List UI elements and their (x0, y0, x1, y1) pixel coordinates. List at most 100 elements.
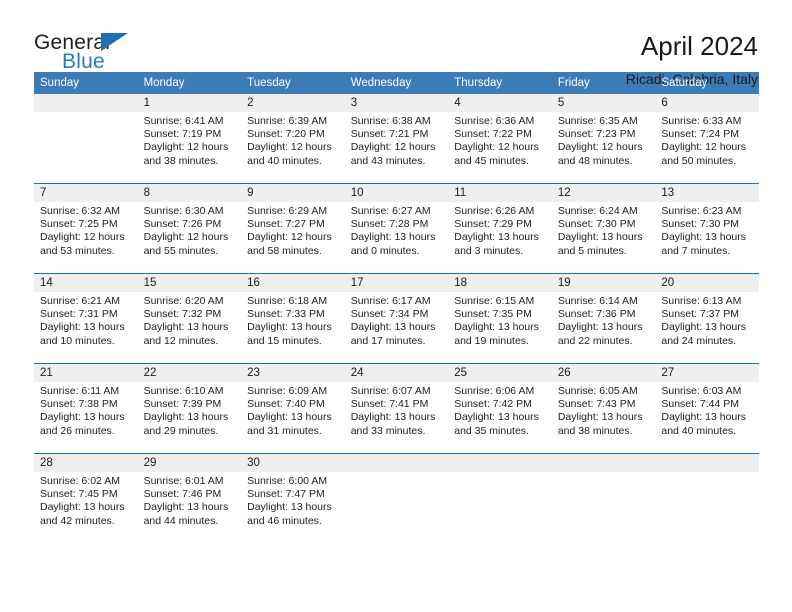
day-cell[interactable]: Sunrise: 6:20 AM Sunset: 7:32 PM Daylight:… (137, 292, 242, 364)
day-number[interactable]: 28 (34, 453, 138, 472)
day-number[interactable]: 10 (344, 183, 449, 202)
day-number[interactable]: 5 (551, 94, 656, 112)
day-cell[interactable]: Sunrise: 6:10 AM Sunset: 7:39 PM Daylight:… (137, 382, 242, 454)
daylight-text-cont: and 43 minutes. (350, 154, 426, 167)
day-number[interactable]: 6 (655, 94, 759, 112)
day-cell[interactable]: Sunrise: 6:23 AM Sunset: 7:30 PM Daylight:… (655, 202, 759, 274)
week-daynumber-row: 28 29 30 (34, 453, 759, 472)
day-cell[interactable]: Sunrise: 6:11 AM Sunset: 7:38 PM Daylight:… (34, 382, 138, 454)
sunrise-text: Sunrise: 6:29 AM (247, 205, 328, 217)
logo-text-general: General (34, 31, 111, 54)
day-cell[interactable]: Sunrise: 6:27 AM Sunset: 7:28 PM Daylight:… (344, 202, 449, 274)
day-number-empty (551, 453, 656, 472)
day-cell[interactable]: Sunrise: 6:13 AM Sunset: 7:37 PM Daylight:… (655, 292, 759, 364)
day-cell[interactable]: Sunrise: 6:39 AM Sunset: 7:20 PM Daylight:… (241, 112, 345, 184)
day-number[interactable]: 9 (241, 183, 345, 202)
day-number[interactable]: 20 (655, 273, 759, 292)
daylight-text-cont: and 38 minutes. (143, 154, 219, 167)
sunset-text: Sunset: 7:29 PM (454, 218, 532, 231)
day-cell[interactable]: Sunrise: 6:01 AM Sunset: 7:46 PM Daylight:… (137, 472, 242, 543)
day-number[interactable]: 30 (241, 453, 345, 472)
day-number[interactable]: 16 (241, 273, 345, 292)
day-cell-empty (34, 112, 138, 184)
day-cell[interactable]: Sunrise: 6:36 AM Sunset: 7:22 PM Daylight:… (448, 112, 552, 184)
day-number[interactable]: 23 (241, 363, 345, 382)
daylight-text: Daylight: 12 hours (143, 231, 229, 244)
day-cell[interactable]: Sunrise: 6:26 AM Sunset: 7:29 PM Daylight:… (448, 202, 552, 274)
day-number[interactable]: 19 (551, 273, 656, 292)
day-cell[interactable]: Sunrise: 6:35 AM Sunset: 7:23 PM Daylight:… (551, 112, 656, 184)
day-number[interactable]: 14 (34, 273, 138, 292)
day-number[interactable]: 13 (655, 183, 759, 202)
sunrise-text: Sunrise: 6:02 AM (40, 475, 120, 487)
day-number[interactable]: 24 (344, 363, 449, 382)
daylight-text-cont: and 24 minutes. (661, 334, 737, 347)
day-cell[interactable]: Sunrise: 6:02 AM Sunset: 7:45 PM Daylight:… (34, 472, 138, 543)
day-cell[interactable]: Sunrise: 6:05 AM Sunset: 7:43 PM Daylight:… (551, 382, 656, 454)
day-number[interactable]: 12 (551, 183, 656, 202)
day-cell[interactable]: Sunrise: 6:29 AM Sunset: 7:27 PM Daylight:… (241, 202, 345, 274)
sunrise-text: Sunrise: 6:21 AM (40, 295, 120, 307)
sunrise-text: Sunrise: 6:14 AM (557, 295, 638, 307)
sunrise-text: Sunrise: 6:10 AM (143, 385, 224, 397)
daylight-text: Daylight: 13 hours (454, 411, 539, 424)
day-cell[interactable]: Sunrise: 6:17 AM Sunset: 7:34 PM Daylight:… (344, 292, 449, 364)
day-cell[interactable]: Sunrise: 6:06 AM Sunset: 7:42 PM Daylight:… (448, 382, 552, 454)
daylight-text-cont: and 12 minutes. (143, 334, 219, 347)
day-number[interactable]: 8 (137, 183, 242, 202)
day-cell[interactable]: Sunrise: 6:30 AM Sunset: 7:26 PM Daylight:… (137, 202, 242, 274)
weekday-header-monday: Monday (137, 72, 242, 94)
day-number[interactable]: 1 (137, 94, 242, 112)
day-number[interactable]: 29 (137, 453, 242, 472)
day-cell[interactable]: Sunrise: 6:21 AM Sunset: 7:31 PM Daylight:… (34, 292, 138, 364)
day-number[interactable]: 25 (448, 363, 552, 382)
day-cell[interactable]: Sunrise: 6:00 AM Sunset: 7:47 PM Daylight:… (241, 472, 345, 543)
daylight-text-cont: and 5 minutes. (557, 244, 627, 257)
day-cell[interactable]: Sunrise: 6:14 AM Sunset: 7:36 PM Daylight:… (551, 292, 656, 364)
day-cell[interactable]: Sunrise: 6:18 AM Sunset: 7:33 PM Daylight:… (241, 292, 345, 364)
day-number[interactable]: 17 (344, 273, 449, 292)
daylight-text: Daylight: 13 hours (247, 321, 332, 334)
day-number[interactable]: 4 (448, 94, 552, 112)
day-number[interactable]: 26 (551, 363, 656, 382)
day-cell[interactable]: Sunrise: 6:07 AM Sunset: 7:41 PM Daylight:… (344, 382, 449, 454)
daylight-text: Daylight: 13 hours (143, 411, 229, 424)
sunset-text: Sunset: 7:46 PM (143, 488, 222, 501)
daylight-text-cont: and 44 minutes. (143, 514, 219, 527)
sunset-text: Sunset: 7:22 PM (454, 128, 532, 141)
day-cell[interactable]: Sunrise: 6:38 AM Sunset: 7:21 PM Daylight:… (344, 112, 449, 184)
sunrise-text: Sunrise: 6:23 AM (661, 205, 742, 217)
sunset-text: Sunset: 7:34 PM (350, 308, 429, 321)
day-number[interactable]: 15 (137, 273, 242, 292)
sunset-text: Sunset: 7:20 PM (247, 128, 325, 141)
day-cell[interactable]: Sunrise: 6:41 AM Sunset: 7:19 PM Daylight:… (137, 112, 242, 184)
day-number[interactable]: 3 (344, 94, 449, 112)
daylight-text: Daylight: 13 hours (661, 411, 747, 424)
day-cell[interactable]: Sunrise: 6:24 AM Sunset: 7:30 PM Daylight:… (551, 202, 656, 274)
day-cell[interactable]: Sunrise: 6:09 AM Sunset: 7:40 PM Daylight:… (241, 382, 345, 454)
general-blue-logo[interactable]: General Blue (34, 30, 154, 78)
day-number[interactable]: 18 (448, 273, 552, 292)
day-cell[interactable]: Sunrise: 6:33 AM Sunset: 7:24 PM Daylight:… (655, 112, 759, 184)
day-cell[interactable]: Sunrise: 6:32 AM Sunset: 7:25 PM Daylight:… (34, 202, 138, 274)
day-number[interactable]: 21 (34, 363, 138, 382)
day-number[interactable]: 7 (34, 183, 138, 202)
daylight-text: Daylight: 12 hours (350, 141, 436, 154)
day-number[interactable]: 27 (655, 363, 759, 382)
day-number[interactable]: 22 (137, 363, 242, 382)
day-cell[interactable]: Sunrise: 6:15 AM Sunset: 7:35 PM Daylight:… (448, 292, 552, 364)
daylight-text: Daylight: 13 hours (557, 231, 643, 244)
day-cell[interactable]: Sunrise: 6:03 AM Sunset: 7:44 PM Daylight:… (655, 382, 759, 454)
sunset-text: Sunset: 7:36 PM (557, 308, 636, 321)
sunrise-text: Sunrise: 6:11 AM (40, 385, 120, 397)
sunset-text: Sunset: 7:37 PM (661, 308, 740, 321)
sunset-text: Sunset: 7:24 PM (661, 128, 740, 141)
day-cell-empty (655, 472, 759, 543)
sunset-text: Sunset: 7:39 PM (143, 398, 222, 411)
sunset-text: Sunset: 7:19 PM (143, 128, 222, 141)
daylight-text: Daylight: 12 hours (143, 141, 229, 154)
day-number[interactable]: 2 (241, 94, 345, 112)
day-number[interactable]: 11 (448, 183, 552, 202)
weekday-header-sunday: Sunday (34, 72, 138, 94)
daylight-text: Daylight: 12 hours (454, 141, 539, 154)
